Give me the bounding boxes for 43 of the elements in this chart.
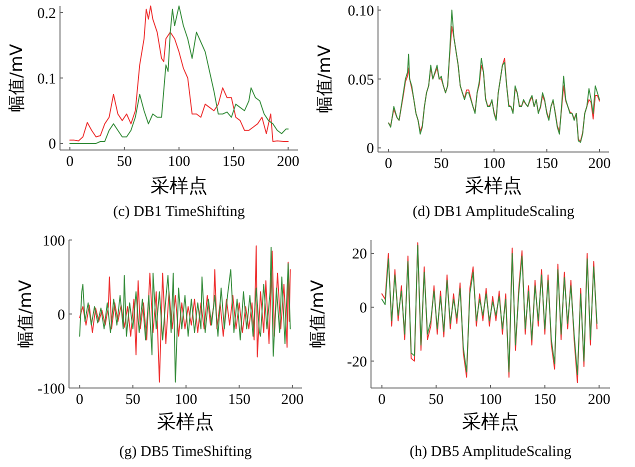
- x-tick-label: 100: [479, 392, 502, 408]
- text: (g) DB5 TimeShifting: [119, 444, 252, 460]
- y-axis-title: 幅值/mV: [16, 280, 36, 348]
- x-tick-label: 150: [536, 156, 558, 172]
- x-tick-label: 150: [228, 392, 250, 408]
- y-tick-label: 0: [366, 141, 374, 158]
- text: (d) DB1 AmplitudeScaling: [412, 204, 575, 220]
- x-tick-label: 200: [588, 392, 610, 408]
- y-tick-label: 0: [58, 307, 65, 324]
- y-axis-title: 幅值/mV: [7, 44, 27, 112]
- y-tick-label: 0: [360, 300, 367, 317]
- x-tick-label: 50: [125, 392, 140, 408]
- x-tick-label: 150: [222, 154, 245, 170]
- y-axis-title: 幅值/mV: [308, 280, 328, 348]
- x-tick-label: 50: [428, 392, 444, 408]
- y-axis-title: 幅值/mV: [315, 44, 335, 113]
- y-tick-label: -100: [38, 381, 65, 398]
- x-tick-label: 200: [281, 392, 304, 408]
- x-tick-label: 150: [534, 392, 556, 408]
- y-tick-label: 0: [48, 136, 56, 153]
- x-tick-label: 200: [276, 154, 300, 170]
- x-tick-label: 0: [378, 392, 386, 408]
- x-tick-label: 200: [588, 156, 611, 172]
- x-tick-label: 100: [174, 392, 198, 408]
- x-tick-label: 50: [116, 154, 132, 170]
- y-tick-label: 0.2: [37, 6, 56, 22]
- y-tick-label: 0.05: [348, 72, 374, 88]
- x-axis-title: 采样点: [157, 411, 214, 433]
- x-tick-label: 100: [482, 156, 506, 172]
- x-axis-title: 采样点: [462, 411, 519, 433]
- text: (c) DB1 TimeShifting: [113, 204, 246, 220]
- y-tick-label: 0.1: [37, 71, 56, 88]
- y-tick-label: -20: [347, 354, 367, 370]
- x-tick-label: 0: [384, 156, 392, 172]
- y-tick-label: 20: [352, 246, 367, 263]
- y-tick-label: 0.10: [348, 3, 374, 20]
- x-tick-label: 50: [434, 156, 449, 172]
- x-axis-title: 采样点: [465, 175, 522, 197]
- x-tick-label: 0: [76, 392, 84, 408]
- text: (h) DB5 AmplitudeScaling: [410, 444, 572, 460]
- x-tick-label: 100: [168, 154, 190, 170]
- x-axis-title: 采样点: [150, 175, 208, 197]
- y-tick-label: 100: [42, 233, 65, 250]
